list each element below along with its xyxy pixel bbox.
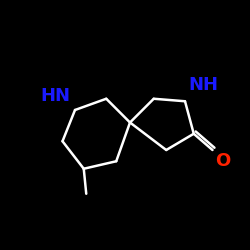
Text: HN: HN: [40, 87, 70, 105]
Text: NH: NH: [189, 76, 219, 94]
Text: O: O: [215, 152, 230, 170]
